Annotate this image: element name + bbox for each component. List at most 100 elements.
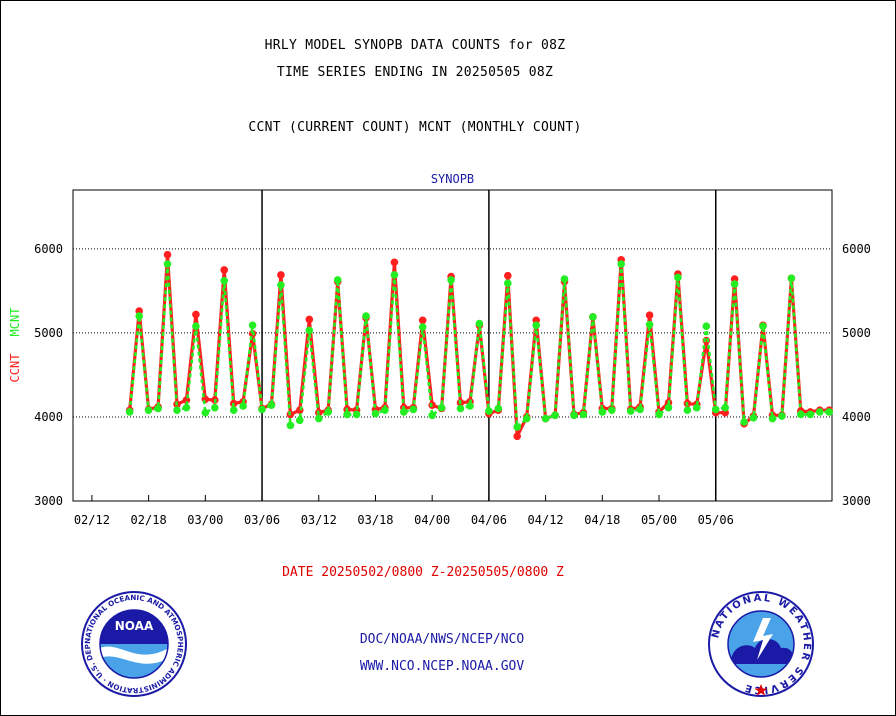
point-mcnt-31 <box>418 323 427 331</box>
point-ccnt-31 <box>418 316 427 325</box>
point-mcnt-33 <box>437 403 446 412</box>
point-mcnt-51 <box>608 406 616 415</box>
point-mcnt-46 <box>560 275 569 283</box>
xtick-label-3: 03/06 <box>244 513 280 527</box>
point-mcnt-11 <box>229 406 238 415</box>
date-range-label: DATE 20250502/0800 Z-20250505/0800 Z <box>282 565 564 580</box>
chart-subtitle: CCNT (CURRENT COUNT) MCNT (MONTHLY COUNT… <box>248 120 582 135</box>
point-mcnt-3 <box>154 404 162 413</box>
chart-title-line-1: HRLY MODEL SYNOPB DATA COUNTS for 08Z <box>264 38 566 53</box>
point-mcnt-70 <box>787 274 796 283</box>
point-mcnt-38 <box>485 407 493 415</box>
xtick-label-4: 03/12 <box>301 513 337 527</box>
point-mcnt-18 <box>296 416 304 425</box>
xtick-label-6: 04/00 <box>414 513 450 527</box>
point-mcnt-1 <box>135 312 143 320</box>
point-mcnt-15 <box>267 401 276 410</box>
noaa-logo-text: NOAA <box>115 619 154 633</box>
point-mcnt-43 <box>532 321 540 330</box>
point-ccnt-16 <box>277 271 285 279</box>
point-mcnt-53 <box>626 407 635 415</box>
point-mcnt-65 <box>740 418 748 426</box>
point-mcnt-39 <box>494 404 503 413</box>
nws-star-icon <box>754 684 768 696</box>
point-mcnt-28 <box>390 271 399 279</box>
ytick-left-4000: 4000 <box>34 410 63 424</box>
point-mcnt-7 <box>192 322 200 331</box>
point-ccnt-28 <box>390 258 399 267</box>
point-mcnt-58 <box>674 273 682 282</box>
point-mcnt-9 <box>211 403 219 412</box>
point-mcnt-42 <box>522 414 531 423</box>
nws-logo: NATIONAL WEATHER SERVICE <box>708 591 814 697</box>
ytick-left-6000: 6000 <box>34 242 63 256</box>
point-mcnt-17 <box>286 421 295 430</box>
point-mcnt-48 <box>579 410 588 419</box>
point-mcnt-21 <box>324 408 333 416</box>
xtick-label-10: 05/00 <box>641 513 677 527</box>
point-mcnt-64 <box>730 280 739 288</box>
point-mcnt-22 <box>333 276 342 284</box>
point-mcnt-16 <box>277 281 285 289</box>
point-mcnt-44 <box>541 414 550 423</box>
noaa-logo: NATIONAL OCEANIC AND ATMOSPHERIC ADMINIS… <box>80 590 187 697</box>
ytick-left-5000: 5000 <box>34 326 63 340</box>
point-mcnt-13 <box>248 321 257 330</box>
point-ccnt-7 <box>192 310 200 319</box>
point-mcnt-37 <box>475 319 484 328</box>
ytick-left-3000: 3000 <box>34 494 63 508</box>
point-mcnt-25 <box>362 312 370 320</box>
point-mcnt-73 <box>815 408 824 416</box>
point-mcnt-50 <box>598 408 607 416</box>
point-mcnt-14 <box>258 405 266 414</box>
point-mcnt-55 <box>645 320 654 329</box>
plot-frame <box>72 189 833 502</box>
point-mcnt-71 <box>797 410 805 419</box>
org-path-text: DOC/NOAA/NWS/NCEP/NCO <box>359 632 525 647</box>
xtick-label-5: 03/18 <box>357 513 393 527</box>
point-ccnt-19 <box>305 315 314 324</box>
point-mcnt-56 <box>655 410 663 419</box>
xtick-label-11: 05/06 <box>698 513 734 527</box>
xtick-label-1: 02/18 <box>131 513 167 527</box>
point-mcnt-62 <box>711 405 720 414</box>
point-mcnt-54 <box>636 405 644 414</box>
point-mcnt-10 <box>220 277 228 285</box>
point-mcnt-4 <box>163 260 172 268</box>
point-mcnt-41 <box>513 423 521 431</box>
xtick-label-8: 04/12 <box>528 513 564 527</box>
point-mcnt-32 <box>428 411 437 420</box>
point-mcnt-67 <box>759 322 767 331</box>
point-mcnt-12 <box>239 402 247 410</box>
point-mcnt-36 <box>466 402 474 410</box>
point-mcnt-68 <box>768 414 777 423</box>
point-mcnt-0 <box>125 408 134 416</box>
point-mcnt-59 <box>683 406 692 415</box>
point-mcnt-72 <box>806 410 815 419</box>
point-ccnt-55 <box>645 311 654 320</box>
point-mcnt-6 <box>182 403 191 412</box>
point-mcnt-49 <box>589 313 597 321</box>
point-mcnt-45 <box>551 411 559 420</box>
point-mcnt-2 <box>144 406 153 415</box>
point-mcnt-57 <box>664 403 673 412</box>
point-mcnt-63 <box>721 403 729 412</box>
ylabel-ccnt: CCNT <box>8 354 22 383</box>
point-mcnt-8 <box>201 408 210 417</box>
xtick-label-9: 04/18 <box>584 513 620 527</box>
point-ccnt-18 <box>296 406 304 415</box>
point-ccnt-41 <box>513 432 521 441</box>
point-ccnt-10 <box>220 266 228 274</box>
point-mcnt-40 <box>504 279 512 288</box>
point-mcnt-35 <box>456 404 465 413</box>
point-ccnt-4 <box>163 250 172 259</box>
point-mcnt-30 <box>409 405 418 414</box>
website-text: WWW.NCO.NCEP.NOAA.GOV <box>359 659 525 674</box>
plot-title: SYNOPB <box>431 172 474 186</box>
point-mcnt-27 <box>381 406 389 415</box>
xtick-label-0: 02/12 <box>74 513 110 527</box>
point-mcnt-61 <box>702 322 711 331</box>
point-mcnt-47 <box>570 411 578 420</box>
point-mcnt-34 <box>447 276 455 284</box>
